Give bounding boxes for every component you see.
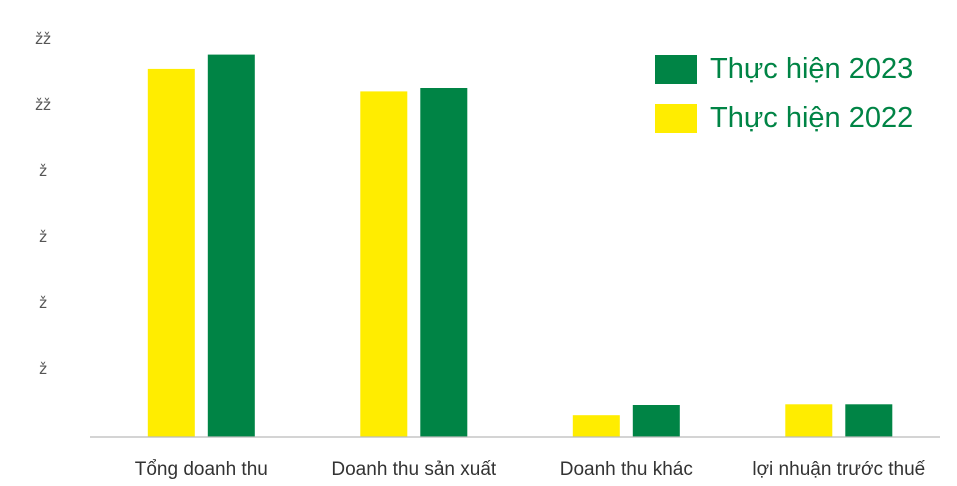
- bars: [147, 54, 893, 438]
- bar-2023-0: [207, 54, 255, 437]
- y-tick-label: ž: [39, 294, 47, 312]
- bar-2022-3: [785, 404, 833, 437]
- legend: Thực hiện 2023 Thực hiện 2022: [655, 53, 913, 134]
- legend-label-2023: Thực hiện 2023: [710, 53, 913, 85]
- x-category-label: lợi nhuận trước thuế: [752, 459, 925, 480]
- bar-2022-1: [360, 91, 408, 438]
- x-category-label: Doanh thu sản xuất: [331, 459, 497, 480]
- x-category-label: Doanh thu khác: [560, 459, 693, 480]
- legend-swatch-2022: [655, 104, 697, 133]
- y-tick-label: ž: [39, 360, 47, 378]
- y-tick-label: žž: [35, 30, 51, 48]
- y-tick-label: žž: [35, 96, 51, 114]
- bar-2023-3: [845, 404, 893, 437]
- y-tick-label: ž: [39, 162, 47, 180]
- y-tick-label: ž: [39, 228, 47, 246]
- bar-2023-1: [420, 88, 468, 437]
- bar-2022-0: [147, 68, 195, 438]
- bar-2022-2: [572, 415, 620, 437]
- bar-2023-2: [632, 405, 680, 437]
- x-axis-categories: Tổng doanh thu Doanh thu sản xuất Doanh th…: [135, 459, 926, 480]
- x-category-label: Tổng doanh thu: [135, 459, 268, 480]
- legend-label-2022: Thực hiện 2022: [710, 102, 913, 134]
- legend-swatch-2023: [655, 55, 697, 84]
